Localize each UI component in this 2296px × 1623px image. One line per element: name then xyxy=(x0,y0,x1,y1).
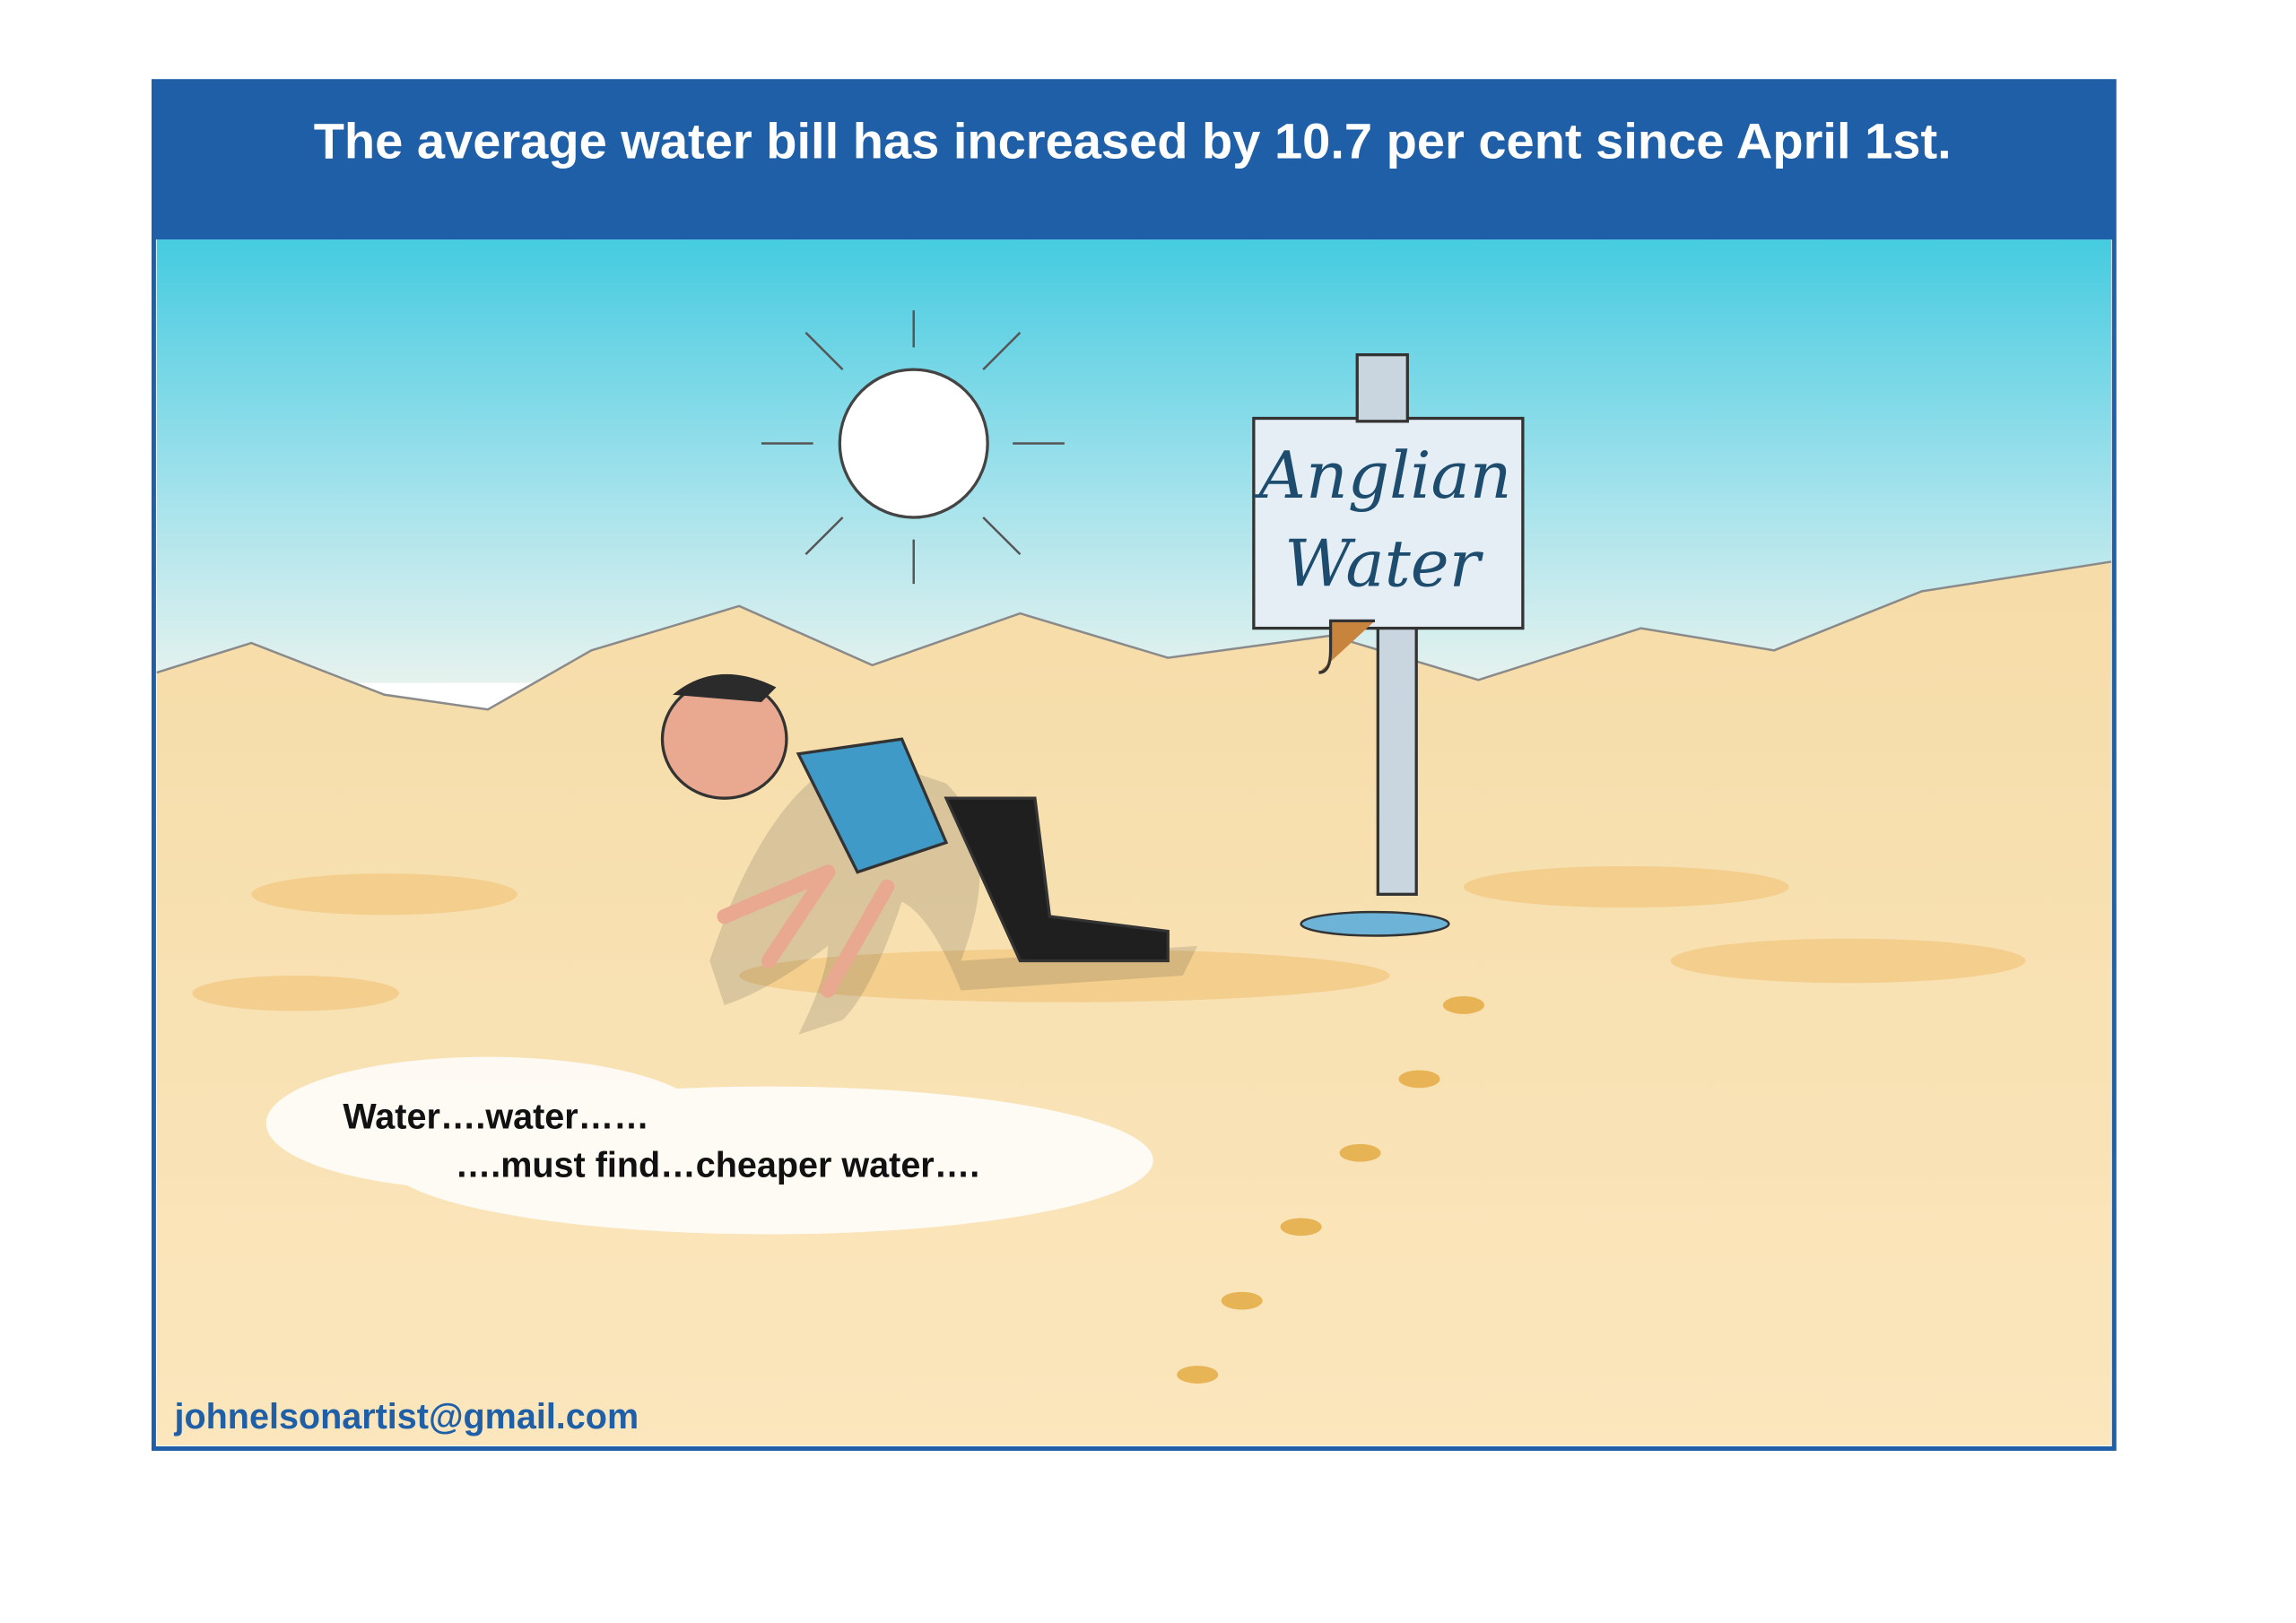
caption-cloud xyxy=(265,1056,1153,1235)
sign-text: Anglian xyxy=(1254,438,1512,514)
header-title: The average water bill has increased by … xyxy=(314,112,1952,169)
footprints xyxy=(1177,996,1485,1384)
man xyxy=(660,673,1198,1035)
signpost xyxy=(1252,352,1525,937)
panel xyxy=(151,79,2117,1451)
sun xyxy=(761,310,1065,585)
caption-line: Water….water…… xyxy=(343,1097,648,1136)
header-bar xyxy=(153,81,2115,240)
sign-text: Water xyxy=(1284,527,1484,603)
sand-patches xyxy=(192,865,2026,1011)
footer-email: johnelsonartist@gmail.com xyxy=(174,1397,639,1436)
caption-line: ….must find…cheaper water…. xyxy=(456,1146,980,1185)
sky xyxy=(156,239,2111,683)
mountain-line xyxy=(156,560,2112,711)
